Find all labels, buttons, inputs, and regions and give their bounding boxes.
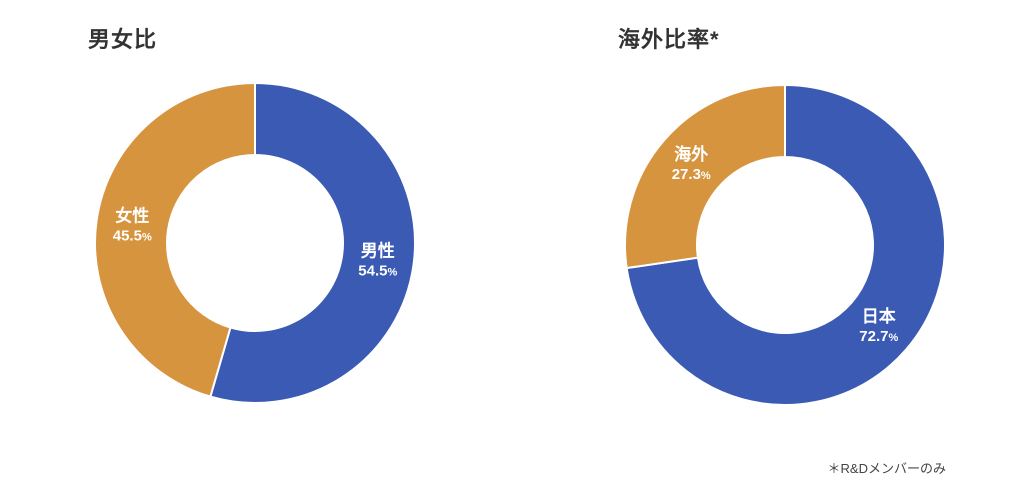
segment-value: 54.5% [358,262,397,279]
overseas-ratio-donut-chart: 日本 72.7% 海外 27.3% [624,83,946,406]
segment-value: 27.3% [672,166,711,183]
footnote: ＊R&Dメンバーのみ [827,461,946,476]
overseas-ratio-chart-title: 海外比率* [618,27,720,52]
gender-ratio-donut-chart: 男性 54.5% 女性 45.5% [94,81,416,404]
segment-label: 海外 [674,144,708,164]
segment-label: 女性 [115,206,149,226]
donut-segment [209,81,416,404]
donut-segment [625,83,946,406]
gender-ratio-chart-title: 男女比 [88,27,158,52]
segment-value: 45.5% [113,228,152,245]
segment-label: 男性 [361,240,395,260]
donut-segment [94,81,256,398]
donut-segment [624,83,786,270]
segment-value: 72.7% [859,328,898,345]
segment-label: 日本 [862,306,896,326]
